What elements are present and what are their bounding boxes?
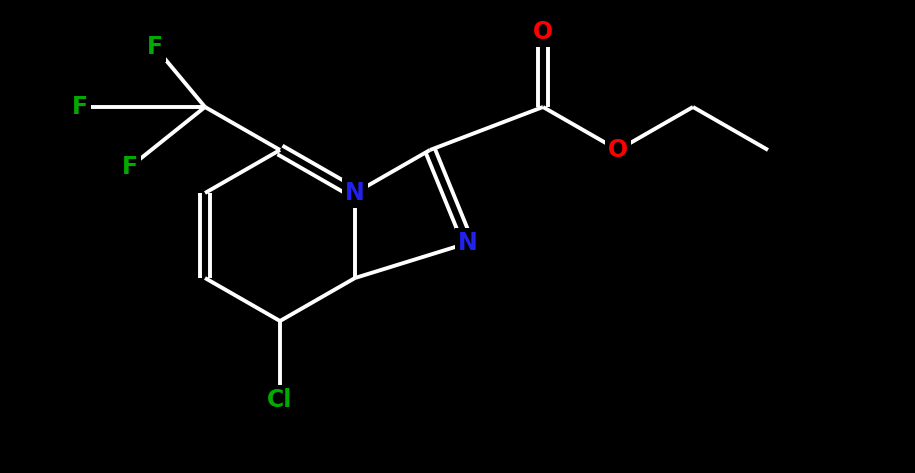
Text: N: N: [345, 181, 365, 205]
Text: O: O: [533, 20, 553, 44]
Text: F: F: [147, 35, 163, 59]
Text: F: F: [122, 155, 138, 179]
Text: F: F: [72, 95, 88, 119]
Text: N: N: [458, 231, 478, 255]
Text: Cl: Cl: [267, 388, 293, 412]
Text: O: O: [608, 138, 628, 162]
